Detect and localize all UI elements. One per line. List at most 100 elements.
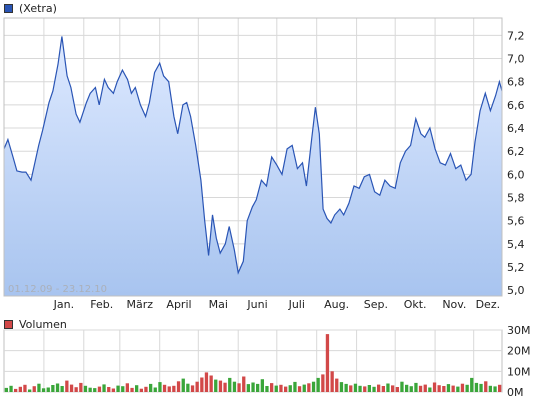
x-tick-label: Juli	[288, 298, 305, 310]
volume-bar	[325, 334, 330, 392]
volume-bar	[288, 385, 292, 392]
volume-frame	[3, 329, 503, 393]
volume-bar	[251, 382, 255, 392]
volume-bar	[446, 384, 451, 392]
volume-bar	[190, 385, 195, 392]
volume-bar	[349, 385, 353, 392]
y-tick-label: 6,8	[507, 76, 525, 89]
volume-bar	[83, 385, 88, 392]
volume-bar	[437, 385, 441, 392]
volume-bar	[130, 387, 134, 392]
volume-bar	[200, 377, 204, 392]
volume-bar	[144, 386, 148, 392]
volume-bar	[409, 386, 413, 392]
price-legend-swatch	[4, 3, 13, 13]
y-tick-label: 6,0	[507, 168, 525, 181]
volume-bar	[209, 375, 213, 392]
volume-bar	[335, 378, 339, 392]
volume-bar	[423, 384, 427, 392]
volume-bar	[428, 387, 432, 392]
volume-bar	[377, 384, 381, 392]
volume-bar	[242, 376, 246, 392]
volume-bar	[18, 386, 22, 392]
volume-bar	[316, 377, 320, 392]
volume-bar	[176, 381, 181, 392]
y-tick-label: 5,4	[507, 238, 525, 251]
volume-bar	[214, 379, 218, 392]
volume-bar	[9, 385, 13, 392]
volume-legend: Volumen	[4, 317, 67, 331]
volume-bar	[74, 387, 78, 392]
y-tick-label: 7,2	[507, 29, 525, 42]
volume-bar	[125, 383, 129, 392]
volume-bar	[395, 387, 399, 392]
volume-bar	[293, 381, 297, 392]
plot-border	[3, 17, 503, 297]
volume-bar	[158, 382, 162, 392]
volume-bar	[102, 384, 106, 392]
x-tick-label: Feb.	[90, 298, 113, 310]
volume-tick-label: 30M	[507, 324, 531, 337]
volume-bar	[493, 386, 497, 392]
volume-bar	[14, 388, 18, 392]
volume-bar	[284, 386, 288, 392]
volume-bar	[237, 383, 241, 392]
volume-bar	[339, 382, 344, 392]
y-tick-label: 5,2	[507, 261, 525, 274]
volume-bar	[167, 386, 171, 392]
volume-bar	[246, 384, 250, 392]
volume-bar	[484, 381, 488, 392]
volume-bar	[418, 385, 423, 392]
volume-bar	[488, 385, 492, 392]
y-tick-label: 6,2	[507, 145, 525, 158]
volume-bar	[381, 386, 385, 392]
volume-bar	[363, 386, 367, 392]
volume-bar	[297, 386, 302, 392]
x-tick-label: März	[126, 298, 153, 310]
volume-bar	[116, 385, 120, 392]
volume-bar	[218, 380, 223, 392]
volume-bar	[153, 387, 157, 392]
volume-bar	[400, 381, 404, 392]
y-tick-label: 6,4	[507, 122, 525, 135]
volume-bar	[460, 383, 465, 392]
volume-legend-swatch	[4, 319, 13, 329]
volume-bar	[386, 383, 390, 392]
y-tick-label: 5,6	[507, 215, 525, 228]
volume-bar	[442, 386, 446, 392]
volume-bar	[232, 381, 237, 392]
volume-bar	[321, 374, 325, 392]
volume-bar	[65, 380, 69, 392]
volume-bar	[195, 381, 199, 392]
volume-bar	[60, 386, 64, 392]
volume-bar	[451, 385, 455, 392]
volume-bar	[4, 387, 8, 392]
volume-bar	[204, 372, 209, 392]
volume-bar	[311, 381, 316, 392]
x-tick-label: Mai	[209, 298, 228, 310]
volume-bar	[302, 384, 306, 392]
volume-bar	[307, 383, 311, 392]
volume-bar	[172, 385, 176, 392]
volume-bar	[32, 386, 36, 392]
volume-bar	[181, 378, 185, 392]
volume-bar	[79, 382, 83, 392]
date-range-label: 01.12.09 - 23.12.10	[8, 284, 107, 295]
y-tick-label: 7,0	[507, 53, 525, 66]
price-line	[3, 36, 503, 275]
volume-tick-label: 0M	[507, 386, 524, 399]
x-tick-label: Aug.	[324, 298, 349, 310]
volume-bar	[265, 386, 269, 392]
volume-bar	[367, 385, 371, 392]
y-tick-label: 5,8	[507, 192, 525, 205]
volume-tick-label: 10M	[507, 365, 531, 378]
volume-bar	[41, 388, 46, 392]
volume-bar	[223, 382, 227, 392]
volume-legend-label: Volumen	[19, 317, 67, 331]
volume-bar	[55, 383, 60, 392]
x-tick-label: Juni	[246, 298, 267, 310]
y-tick-label: 6,6	[507, 99, 525, 112]
volume-bar	[391, 385, 395, 392]
price-legend-label: (Xetra)	[19, 1, 57, 15]
